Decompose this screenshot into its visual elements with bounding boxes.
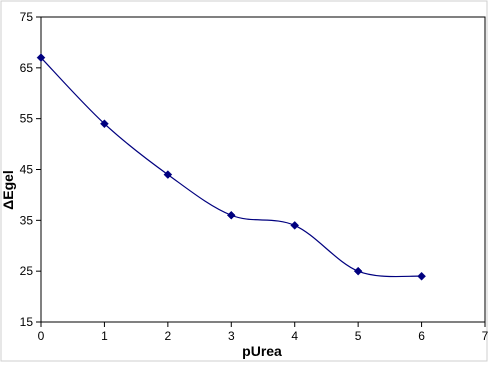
y-tick-label: 35	[20, 213, 34, 227]
y-tick-label: 65	[20, 61, 34, 75]
plot-area	[40, 16, 486, 323]
x-axis-label: pUrea	[242, 343, 282, 359]
x-tick-label: 7	[482, 329, 488, 343]
data-point	[417, 271, 426, 281]
x-tick-label: 0	[38, 329, 45, 343]
x-tick-label: 1	[101, 329, 108, 343]
data-point	[353, 266, 363, 276]
data-point	[226, 210, 236, 220]
y-tick-label: 45	[20, 163, 34, 177]
y-tick-label: 55	[20, 112, 34, 126]
x-tick-label: 5	[355, 329, 362, 343]
y-tick-label: 75	[20, 10, 34, 24]
x-tick-label: 2	[165, 329, 172, 343]
x-tick-label: 3	[228, 329, 235, 343]
data-point	[163, 170, 173, 179]
data-point	[100, 119, 109, 129]
data-point	[36, 53, 46, 63]
x-tick-label: 4	[291, 329, 298, 343]
data-point	[290, 221, 300, 230]
y-axis-label: ΔEgel	[0, 170, 16, 210]
y-tick-label: 25	[20, 264, 34, 278]
x-tick-label: 6	[418, 329, 425, 343]
y-tick-label: 15	[20, 315, 34, 329]
